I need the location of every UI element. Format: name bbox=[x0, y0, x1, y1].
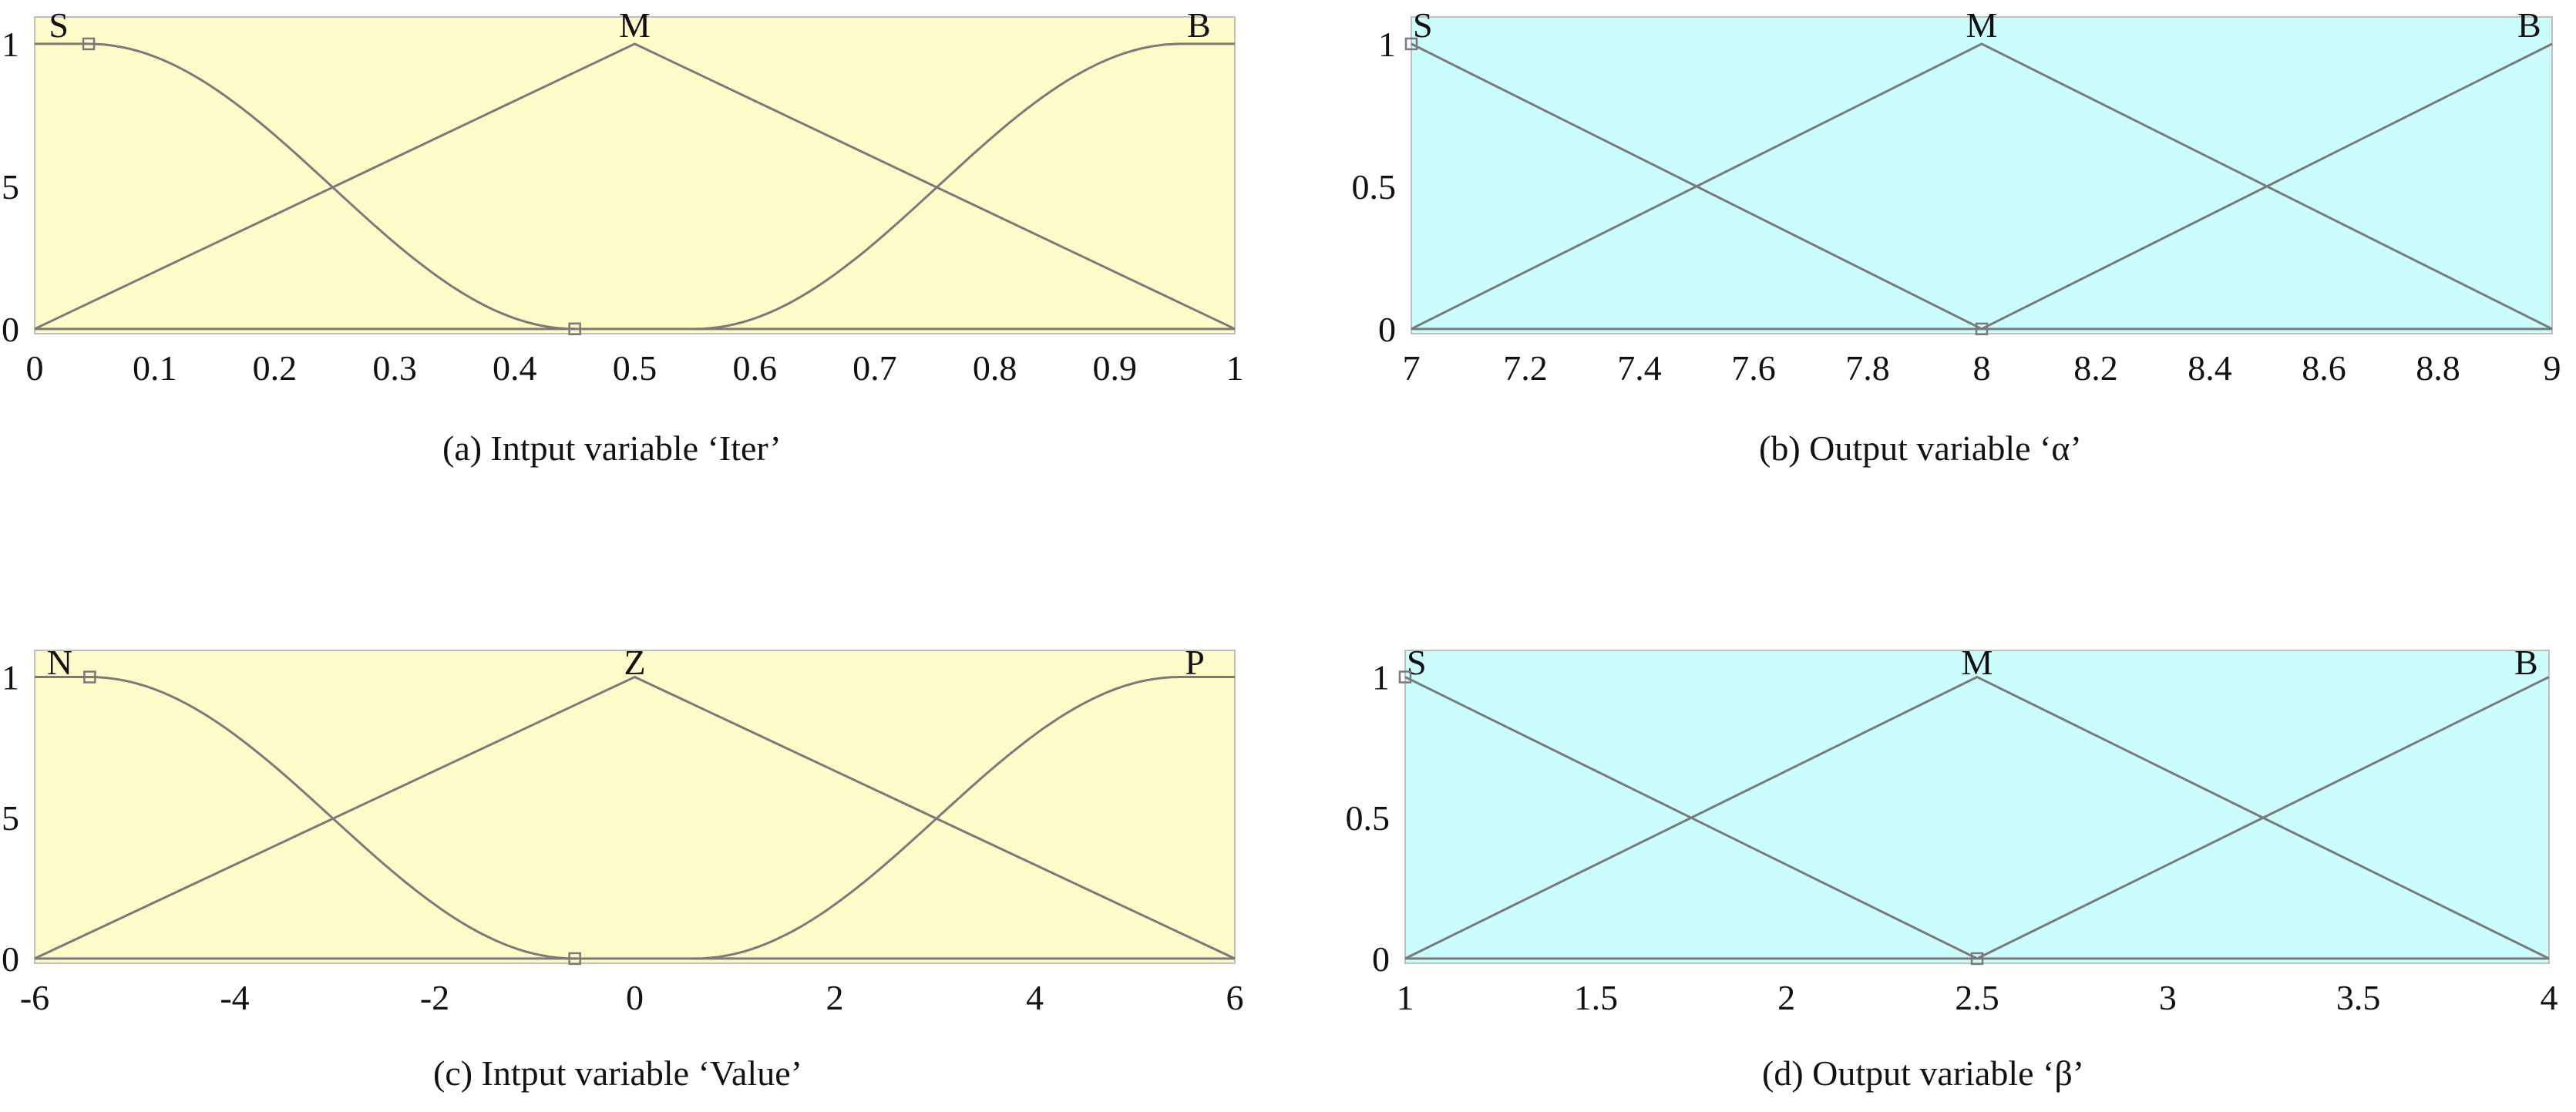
chart-b-caption: (b) Output variable ‘α’ bbox=[1759, 428, 2082, 468]
series-label-c-N: N bbox=[47, 643, 72, 682]
y-tick-label-c: 0.5 bbox=[0, 798, 19, 838]
plot-area-b bbox=[1411, 16, 2553, 334]
point-marker-a-1 bbox=[568, 322, 581, 336]
chart-d-svg: S M B1 1.5 2 2.5 3 3.5 400.51 bbox=[1346, 643, 2558, 1017]
series-line-a-S bbox=[35, 42, 575, 331]
y-tick-label-a: 0.5 bbox=[0, 167, 19, 207]
series-line-d-B bbox=[1976, 676, 2550, 960]
x-tick-label-d: 1.5 bbox=[1574, 978, 1618, 1017]
y-tick-label-b: 0 bbox=[1378, 310, 1396, 349]
series-label-b-M: M bbox=[1966, 5, 1998, 45]
x-tick-label-a: 0.3 bbox=[372, 348, 417, 388]
x-tick-label-a: 0.5 bbox=[613, 348, 657, 388]
point-marker-d-1 bbox=[1970, 952, 1984, 966]
x-tick-label-c: -6 bbox=[20, 978, 49, 1017]
x-tick-label-a: 0.1 bbox=[133, 348, 177, 388]
point-marker-c-0 bbox=[83, 670, 96, 684]
x-tick-label-c: -4 bbox=[220, 978, 249, 1017]
x-tick-label-a: 0 bbox=[26, 348, 44, 388]
x-tick-label-a: 0.4 bbox=[493, 348, 537, 388]
chart-panel-c: N Z P -6 -4 -2 0 2 4 6 0 0.5 1 (c) Intput variable ‘… bbox=[0, 555, 1288, 1112]
x-tick-label-a: 0.6 bbox=[732, 348, 777, 388]
x-tick-label-b: 7.2 bbox=[1503, 348, 1548, 388]
y-tick-label-a: 1 bbox=[2, 25, 19, 64]
chart-panel-b: S M B 7 7.2 7.4 7.6 7.8 8 8.2 8.4 8.6 8.8 9 0 0.5 1 (b) … bbox=[1288, 0, 2576, 555]
x-tick-label-d: 3.5 bbox=[2336, 978, 2381, 1017]
x-tick-label-d: 3 bbox=[2159, 978, 2177, 1017]
plot-area-d bbox=[1404, 650, 2550, 964]
series-label-d-M: M bbox=[1962, 643, 1993, 682]
point-marker-c-1 bbox=[568, 952, 581, 966]
series-line-d-M bbox=[1404, 675, 2550, 960]
chart-c-svg: N Z P -6 -4 -2 0 2 4 6 0 0.5 1 bbox=[0, 643, 1244, 1017]
x-tick-label-d: 4 bbox=[2541, 978, 2558, 1017]
y-tick-label-d: 0 bbox=[1372, 939, 1390, 979]
series-label-a-B: B bbox=[1187, 5, 1211, 45]
y-tick-label-b: 0.5 bbox=[1352, 167, 1397, 207]
x-tick-label-b: 7.8 bbox=[1845, 348, 1890, 388]
x-tick-label-c: 4 bbox=[1026, 978, 1044, 1017]
y-tick-label-a: 0 bbox=[2, 310, 19, 349]
x-tick-label-a: 1 bbox=[1226, 348, 1244, 388]
point-marker-b-0 bbox=[1404, 37, 1418, 51]
chart-panel-a: S M B 0 0.1 0.2 0.3 0.4 0.5 0.6 0.7 0.8 0.9 1 0 0.5 1 (a… bbox=[0, 0, 1288, 555]
x-tick-label-b: 7.6 bbox=[1731, 348, 1776, 388]
series-line-c-P bbox=[694, 675, 1236, 960]
y-tick-label-c: 1 bbox=[2, 658, 19, 697]
point-marker-b-1 bbox=[1975, 322, 1989, 336]
x-tick-label-d: 2.5 bbox=[1955, 978, 1999, 1017]
y-tick-label-d: 1 bbox=[1372, 658, 1390, 697]
x-tick-label-c: 0 bbox=[626, 978, 644, 1017]
x-tick-label-b: 8.8 bbox=[2416, 348, 2460, 388]
series-label-c-Z: Z bbox=[624, 643, 645, 682]
x-tick-label-b: 8.4 bbox=[2188, 348, 2232, 388]
chart-panel-d: S M B 1 1.5 2 2.5 3 3.5 4 0 0.5 1 (d) Output variabl… bbox=[1288, 555, 2576, 1112]
plot-area-a bbox=[34, 16, 1236, 334]
x-tick-label-a: 0.8 bbox=[973, 348, 1017, 388]
series-line-b-M bbox=[1411, 42, 2553, 331]
series-label-a-M: M bbox=[619, 5, 651, 45]
x-tick-label-a: 0.9 bbox=[1093, 348, 1138, 388]
point-marker-d-0 bbox=[1398, 670, 1412, 684]
y-tick-label-c: 0 bbox=[2, 939, 19, 979]
chart-a-caption: (a) Intput variable ‘Iter’ bbox=[442, 428, 782, 468]
chart-a-svg: S M B 0 0.1 0.2 0.3 0.4 0.5 0.6 0.7 0.8 0.9 1 0 0.5 1 bbox=[0, 5, 1244, 388]
series-line-a-B bbox=[694, 42, 1236, 331]
point-marker-a-0 bbox=[82, 37, 96, 51]
chart-c-caption: (c) Intput variable ‘Value’ bbox=[433, 1053, 802, 1093]
series-label-c-P: P bbox=[1185, 643, 1205, 682]
series-line-c-Z bbox=[34, 675, 1236, 960]
chart-b-svg: S M B7 7.2 7.4 7.6 7.8 8 8.2 8.4 8.6 8.8 900.51 bbox=[1352, 5, 2561, 388]
x-tick-label-b: 7.4 bbox=[1617, 348, 1662, 388]
x-tick-label-c: 2 bbox=[826, 978, 844, 1017]
x-tick-label-d: 1 bbox=[1397, 978, 1414, 1017]
x-tick-label-c: -2 bbox=[420, 978, 449, 1017]
plot-area-c bbox=[34, 650, 1236, 964]
series-label-d-B: B bbox=[2514, 643, 2538, 682]
x-tick-label-b: 8.2 bbox=[2073, 348, 2118, 388]
series-label-b-B: B bbox=[2517, 5, 2541, 45]
x-tick-label-d: 2 bbox=[1777, 978, 1795, 1017]
series-line-b-B bbox=[1981, 42, 2553, 331]
x-tick-label-a: 0.2 bbox=[253, 348, 298, 388]
x-tick-label-b: 8 bbox=[1973, 348, 1991, 388]
y-tick-label-b: 1 bbox=[1378, 25, 1396, 64]
x-tick-label-c: 6 bbox=[1226, 978, 1244, 1017]
chart-d-caption: (d) Output variable ‘β’ bbox=[1762, 1053, 2085, 1093]
x-tick-label-a: 0.7 bbox=[853, 348, 897, 388]
y-tick-label-d: 0.5 bbox=[1346, 798, 1391, 838]
x-tick-label-b: 8.6 bbox=[2302, 348, 2346, 388]
series-label-a-S: S bbox=[49, 5, 69, 45]
x-tick-label-b: 9 bbox=[2544, 348, 2561, 388]
series-line-a-M bbox=[34, 42, 1236, 331]
x-tick-label-b: 7 bbox=[1403, 348, 1421, 388]
series-line-c-N bbox=[35, 676, 575, 960]
